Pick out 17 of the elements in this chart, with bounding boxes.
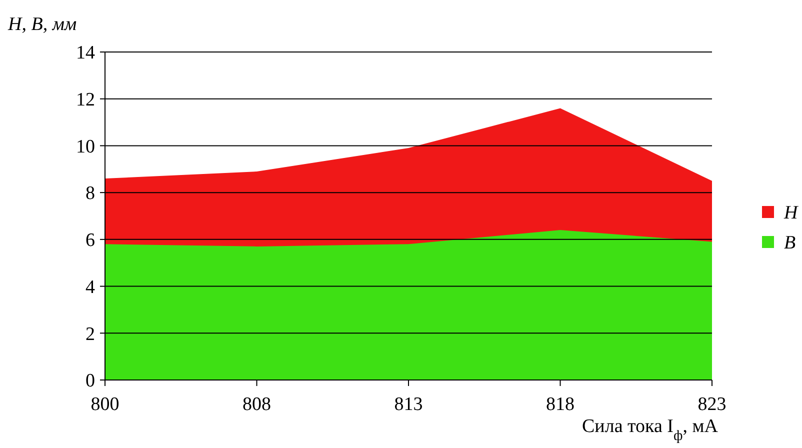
y-tick-label: 6 <box>86 230 95 252</box>
legend-label: H <box>783 202 799 224</box>
x-axis-title: Сила тока I$_{ф}$, мА <box>582 416 718 444</box>
y-tick-label: 14 <box>76 42 96 64</box>
x-tick-label: 800 <box>90 394 120 415</box>
x-tick-label: 823 <box>698 394 726 415</box>
y-tick-label: 10 <box>76 136 95 158</box>
y-tick-label: 8 <box>86 183 95 204</box>
y-tick-label: 4 <box>86 276 96 298</box>
legend-label: B <box>784 232 796 254</box>
y-axis-title: H, B, мм <box>7 14 77 35</box>
x-tick-label: 808 <box>242 394 271 415</box>
x-tick-label: 818 <box>546 394 574 415</box>
y-tick-label: 12 <box>76 90 95 111</box>
x-tick-label: 813 <box>394 394 423 415</box>
y-tick-label: 0 <box>86 370 95 392</box>
y-tick-label: 2 <box>86 324 95 345</box>
